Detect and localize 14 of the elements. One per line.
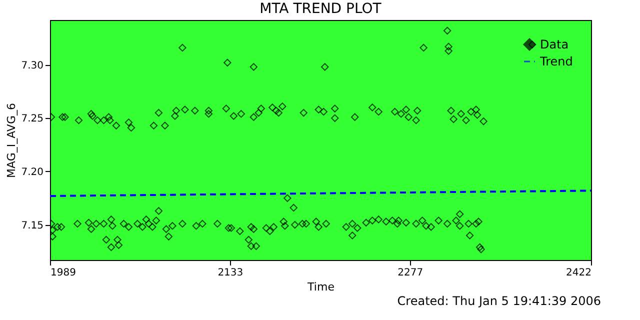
y-tick-label: 7.30 xyxy=(21,60,44,72)
x-tick-label: 1989 xyxy=(50,268,76,278)
legend-label: Trend xyxy=(539,54,573,68)
x-tick-label: 2422 xyxy=(566,268,592,278)
legend-label: Data xyxy=(540,38,569,52)
chart-title: MTA TREND PLOT xyxy=(260,1,382,17)
x-axis-title: Time xyxy=(306,280,335,294)
y-tick-label: 7.25 xyxy=(21,114,44,125)
text: Created: Thu Jan 5 19:41:39 2006 xyxy=(397,294,601,308)
x-tick-label: 2133 xyxy=(218,268,244,278)
x-tick-label: 2277 xyxy=(398,268,424,278)
y-axis-title: MAG_I_AVG_6 xyxy=(5,103,18,178)
y-tick-label: 7.15 xyxy=(21,220,44,232)
y-tick-label: 7.20 xyxy=(21,166,44,178)
